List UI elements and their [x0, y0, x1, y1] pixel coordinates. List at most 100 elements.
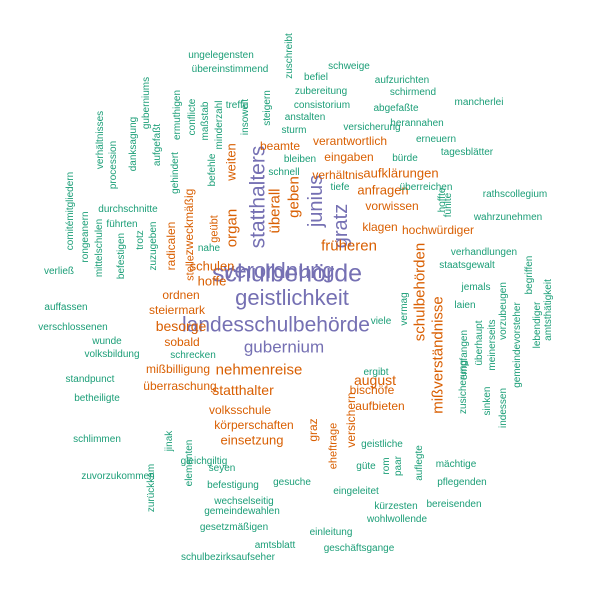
word-paar: paar: [393, 455, 404, 477]
word-einleitung: einleitung: [309, 527, 353, 538]
word-sinken: sinken: [482, 386, 493, 416]
word-pflegenden: pflegenden: [437, 477, 487, 488]
word-abgefasste: abgefaßte: [373, 103, 419, 114]
word-junius: junius: [305, 174, 327, 228]
word-landesschulbehoerde: landesschulbehörde: [182, 313, 370, 337]
word-ueberreichen: überreichen: [399, 182, 453, 193]
word-vorzubeugen: vorzubeugen: [498, 282, 509, 340]
word-jemals: jemals: [461, 282, 491, 293]
word-gesuche: gesuche: [273, 477, 311, 488]
word-steiermark: steiermark: [148, 303, 206, 317]
word-stelle: stelle: [184, 255, 197, 281]
word-aufklaerungen: aufklärungen: [363, 165, 439, 181]
word-eheftrage: eheftrage: [327, 422, 340, 470]
word-nahe: nahe: [197, 243, 221, 254]
word-eingaben: eingaben: [324, 150, 374, 164]
word-begriffen: begriffen: [524, 255, 535, 295]
word-gubernium: gubernium: [243, 337, 325, 357]
word-seyen: seyen: [208, 463, 236, 474]
word-gesetzmaessigen: gesetzmäßigen: [199, 522, 269, 533]
word-frueheren: früheren: [321, 237, 377, 255]
word-lebendiger: lebendiger: [532, 301, 543, 349]
word-staatsgewalt: staatsgewalt: [439, 260, 495, 271]
word-viele: viele: [370, 316, 392, 327]
word-schulbehoerde: schulbehörde: [211, 259, 363, 288]
word-befestigung: befestigung: [207, 480, 259, 491]
word-verhaeltnisses: verhältnisses: [95, 110, 106, 170]
word-verantwortlich: verantwortlich: [312, 134, 388, 148]
word-radicalen: radicalen: [164, 221, 178, 271]
word-elementen: elementen: [184, 439, 195, 487]
word-wunde: wunde: [92, 336, 122, 347]
word-uebereinstimmend: übereinstimmend: [191, 64, 269, 75]
word-versicherung: versicherung: [343, 122, 401, 133]
word-zurueckkam: zurückkam: [146, 463, 157, 513]
word-vermag: vermag: [399, 292, 410, 326]
word-zuzugeben: zuzugeben: [148, 221, 159, 271]
word-anfragen: anfragen: [357, 182, 409, 198]
word-versichern: versichern: [344, 392, 358, 448]
word-verhandlungen: verhandlungen: [450, 247, 518, 258]
word-befehle: befehle: [207, 153, 218, 187]
word-vorwissen: vorwissen: [365, 199, 419, 213]
word-eingeleitet: eingeleitet: [333, 486, 379, 497]
word-laien: laien: [454, 300, 476, 311]
word-schrecken: schrecken: [170, 350, 216, 361]
word-auffassen: auffassen: [44, 302, 88, 313]
word-volksschule: volksschule: [208, 403, 272, 417]
word-mittelschulen: mittelschulen: [94, 218, 105, 278]
word-consistorium: consistorium: [293, 100, 351, 111]
word-indessen: indessen: [498, 387, 509, 429]
word-einsetzung: einsetzung: [220, 432, 284, 448]
word-fuehrten: führten: [106, 219, 138, 230]
word-weiten: weiten: [223, 143, 239, 181]
word-tagesblaetter: tagesblätter: [440, 147, 494, 158]
word-geuebt: geübt: [208, 215, 221, 243]
word-ergibt: ergibt: [363, 367, 389, 378]
word-missverstaendnisse: mißverständnisse: [429, 296, 447, 414]
word-graz: graz: [306, 418, 320, 442]
word-sturm: sturm: [281, 125, 307, 136]
word-rongeanern: rongeanern: [80, 211, 91, 263]
word-gehindert: gehindert: [170, 152, 181, 194]
word-conflicte: conflicte: [187, 98, 198, 136]
word-geben: geben: [285, 176, 303, 218]
word-beamte: beamte: [259, 139, 301, 153]
word-amtsblatt: amtsblatt: [254, 540, 296, 551]
word-wechselseitig: wechselseitig: [214, 496, 274, 507]
word-zuvorzukommen: zuvorzukommen: [81, 471, 155, 482]
word-verliess: verließ: [43, 266, 75, 277]
word-gemeindewahlen: gemeindewahlen: [204, 506, 280, 517]
word-ordnen: ordnen: [162, 288, 200, 302]
word-statthalters: statthalters: [246, 145, 270, 249]
word-trotz: trotz: [135, 230, 146, 250]
word-befiel: befiel: [304, 72, 328, 83]
word-august: august: [353, 372, 397, 388]
word-gemeindevorsteher: gemeindevorsteher: [512, 302, 523, 388]
word-zubereitung: zubereitung: [294, 86, 348, 97]
word-schirmend: schirmend: [389, 87, 437, 98]
word-sobald: sobald: [164, 335, 200, 349]
word-guberniums: guberniums: [141, 76, 152, 130]
word-standpunct: standpunct: [65, 374, 115, 385]
word-wahrzunehmen: wahrzunehmen: [473, 212, 543, 223]
word-anstalten: anstalten: [284, 112, 326, 123]
word-statthalter: statthalter: [212, 382, 274, 398]
word-verhaeltnis: verhältnis: [312, 168, 364, 182]
word-hochwuerdiger: hochwürdiger: [401, 223, 475, 237]
word-wohlwollende: wohlwollende: [366, 514, 428, 525]
word-organ: organ: [223, 208, 241, 248]
word-fuehlte: fühlte: [443, 192, 454, 218]
word-klagen: klagen: [362, 220, 398, 234]
word-schulbezirksaufseher: schulbezirksaufseher: [181, 552, 275, 563]
word-schnell: schnell: [268, 167, 300, 178]
word-rom: rom: [381, 457, 392, 475]
word-aufgefasst: aufgefaßt: [152, 123, 163, 167]
word-steigern: steigern: [262, 90, 273, 126]
word-geistlichkeit: geistlichkeit: [235, 285, 349, 310]
word-geschaeftsgange: geschäftsgange: [323, 543, 395, 554]
word-koerperschaften: körperschaften: [214, 418, 294, 432]
word-verordnung: verordnung: [223, 258, 335, 283]
word-comitemitgliedern: comitémitgliedern: [65, 171, 76, 251]
